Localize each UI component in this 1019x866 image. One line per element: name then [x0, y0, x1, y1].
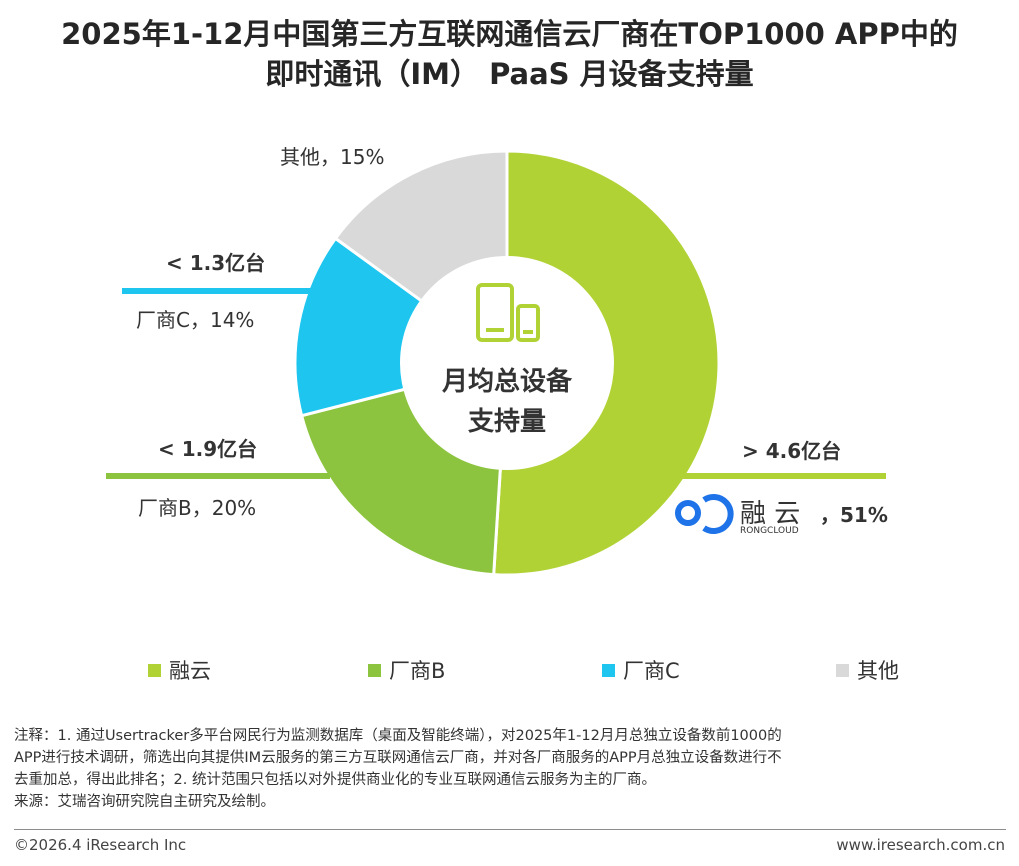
legend-label-rongcloud: 融云 — [169, 659, 211, 683]
legend-item-vendor-b: 厂商B — [368, 655, 445, 685]
footer-website[interactable]: www.iresearch.com.cn — [836, 836, 1005, 854]
slice-label-vendor-c: 厂商C，14% — [136, 308, 254, 332]
donut-chart: 月均总设备 支持量 > 4.6亿台 < 1.9亿台 < 1.3亿台 其他，15%… — [106, 145, 888, 577]
legend-item-rongcloud: 融云 — [148, 655, 211, 685]
legend-item-other: 其他 — [836, 655, 899, 685]
callout-vendor-c: < 1.3亿台 — [166, 251, 265, 275]
legend-swatch-vendor-c — [602, 663, 615, 677]
note-line-2: APP进行技术调研，筛选出向其提供IM云服务的第三方互联网通信云厂商，并对各厂商… — [14, 750, 782, 766]
rongcloud-logo-subtext: RONGCLOUD — [740, 526, 799, 536]
chart-title: 2025年1-12月中国第三方互联网通信云厂商在TOP1000 APP中的 即时… — [0, 14, 1019, 94]
slice-label-vendor-b: 厂商B，20% — [138, 496, 256, 520]
source-line: 来源：艾瑞咨询研究院自主研究及绘制。 — [14, 794, 275, 810]
note-line-3: 去重加总，得出此排名；2. 统计范围只包括以对外提供商业化的专业互联网通信云服务… — [14, 772, 656, 788]
slice-label-rongcloud: ，51% — [820, 503, 888, 527]
legend-swatch-rongcloud — [148, 663, 161, 677]
rongcloud-logo-text: 融 云 — [740, 499, 800, 529]
chart-notes: 注释：1. 通过Usertracker多平台网民行为监测数据库（桌面及智能终端）… — [14, 725, 1009, 813]
note-line-1: 注释：1. 通过Usertracker多平台网民行为监测数据库（桌面及智能终端）… — [14, 728, 782, 744]
chart-title-line1: 2025年1-12月中国第三方互联网通信云厂商在TOP1000 APP中的 — [61, 17, 958, 51]
slice-label-other: 其他，15% — [280, 145, 384, 169]
center-label-line2: 支持量 — [468, 407, 546, 437]
legend-item-vendor-c: 厂商C — [602, 655, 680, 685]
rongcloud-logo: 融 云 RONGCLOUD — [675, 494, 800, 536]
callout-rongcloud: > 4.6亿台 — [742, 439, 841, 463]
mobile-devices-icon — [476, 283, 540, 342]
donut-hole — [400, 256, 614, 470]
chart-title-line2: 即时通讯（IM） PaaS 月设备支持量 — [265, 57, 754, 91]
callout-vendor-b: < 1.9亿台 — [158, 437, 257, 461]
center-label-line1: 月均总设备 — [441, 367, 573, 397]
footer-copyright: ©2026.4 iResearch Inc — [14, 836, 187, 854]
legend-swatch-other — [836, 663, 849, 677]
footer-divider — [14, 829, 1006, 830]
legend-label-vendor-b: 厂商B — [389, 659, 446, 683]
legend-label-other: 其他 — [857, 659, 899, 683]
legend-swatch-vendor-b — [368, 663, 381, 677]
chart-legend: 融云 厂商B 厂商C 其他 — [0, 655, 1019, 685]
legend-label-vendor-c: 厂商C — [623, 659, 680, 683]
